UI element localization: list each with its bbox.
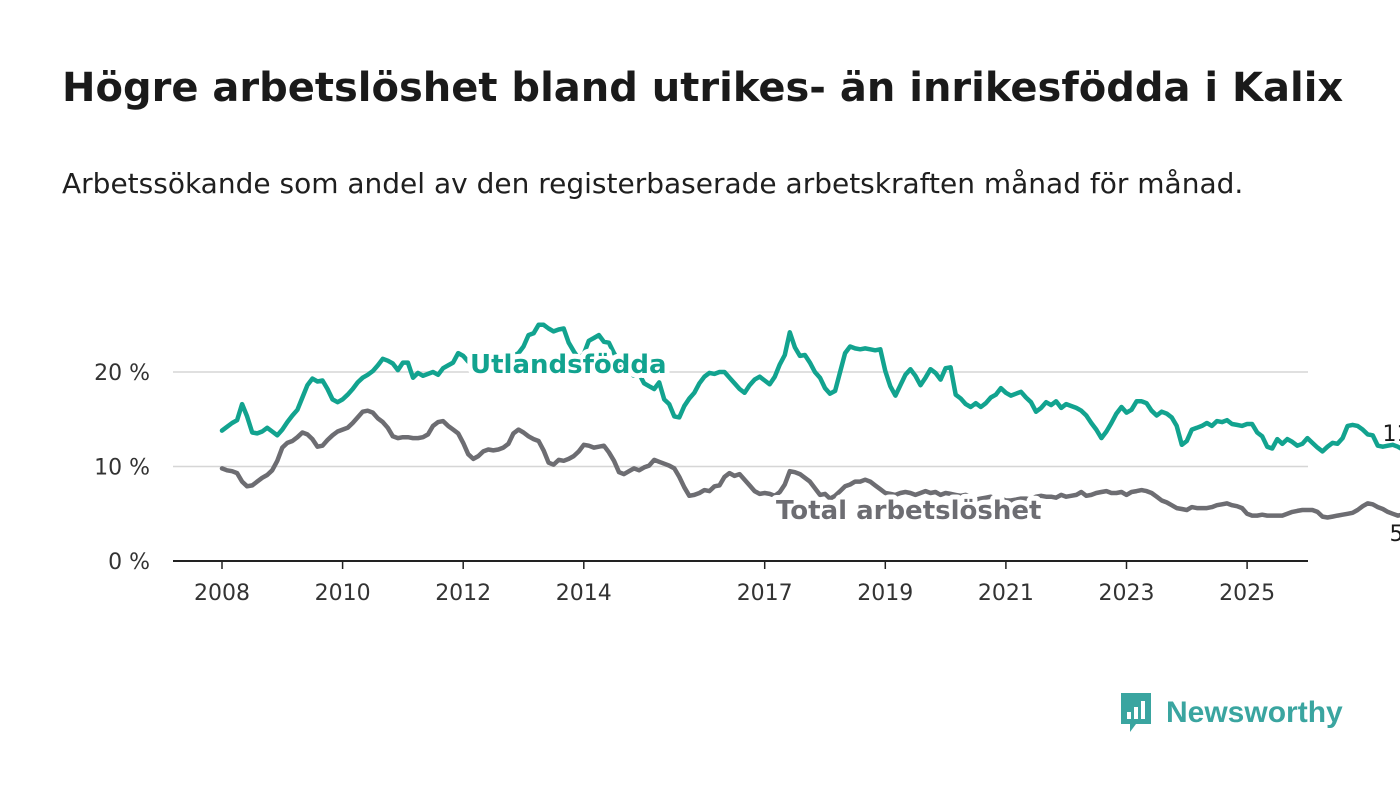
- y-axis: 0 % 10 % 20 %: [94, 361, 150, 575]
- x-tick-label: 2023: [1099, 581, 1155, 606]
- y-tick-label: 20 %: [94, 361, 150, 386]
- end-value-label: 11,1 %: [1383, 422, 1400, 447]
- x-tick-label: 2019: [857, 581, 913, 606]
- grid-lines: [173, 371, 1308, 468]
- chart-title: Högre arbetslöshet bland utrikes- än inr…: [62, 65, 1344, 111]
- series-lines: [219, 322, 1400, 520]
- chart-subtitle: Arbetssökande som andel av den registerb…: [62, 167, 1244, 200]
- y-tick-label: 10 %: [94, 456, 150, 481]
- y-tick-label: 0 %: [108, 550, 150, 575]
- x-tick-label: 2010: [315, 581, 371, 606]
- brand[interactable]: Newsworthy: [1118, 690, 1343, 736]
- brand-name: Newsworthy: [1166, 696, 1343, 729]
- series-name-label: Utlandsfödda: [470, 350, 667, 380]
- x-tick-label: 2012: [435, 581, 491, 606]
- x-tick-label: 2014: [556, 581, 612, 606]
- x-axis: 2008 2010 2012 2014 2017 2019 2021 2023 2025: [173, 560, 1308, 606]
- x-tick-label: 2025: [1219, 581, 1275, 606]
- series-name-label: Total arbetslöshet: [776, 496, 1041, 526]
- series-labels: 11,1 % 5,3 % Utlandsfödda Total arbetslöshe…: [465, 345, 1400, 547]
- x-tick-label: 2021: [978, 581, 1034, 606]
- series-line-total: [219, 408, 1400, 520]
- x-tick-label: 2017: [737, 581, 793, 606]
- series-line-utlandsfodda: [219, 322, 1400, 454]
- end-value-label: 5,3 %: [1390, 522, 1400, 547]
- x-tick-label: 2008: [194, 581, 250, 606]
- newsworthy-logo-icon: [1121, 693, 1151, 732]
